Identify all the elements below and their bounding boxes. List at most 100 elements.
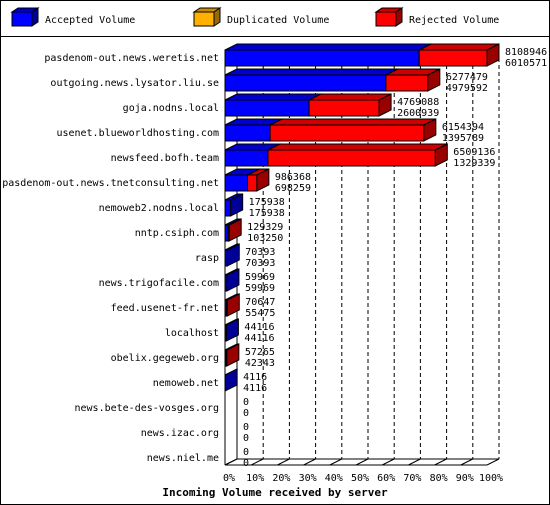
- accepted-label: 70393: [245, 258, 275, 269]
- tick-mark: [224, 458, 238, 466]
- bar-side: [228, 218, 242, 242]
- tick-mark: [434, 458, 447, 466]
- bar-segment: [224, 93, 322, 117]
- x-tick-label: 20%: [272, 473, 290, 484]
- bar-side: [486, 43, 500, 67]
- x-tick-label: 10%: [246, 473, 264, 484]
- x-tick-label: 40%: [325, 473, 343, 484]
- bar-segment: [224, 68, 399, 92]
- category-label: outgoing.news.lysator.liu.se: [50, 78, 219, 89]
- bar-front: [224, 199, 232, 217]
- bar-segment: [224, 193, 244, 217]
- bar-front: [224, 74, 387, 92]
- tick-mark: [303, 458, 316, 466]
- bar-side: [427, 68, 441, 92]
- bar-top: [224, 43, 432, 51]
- bar-side: [256, 168, 270, 192]
- x-tick-label: 80%: [430, 473, 448, 484]
- bar-front: [267, 149, 436, 167]
- category-label: news.niel.me: [147, 453, 219, 464]
- accepted-label: 4116: [243, 383, 267, 394]
- accepted-label: 6010571: [505, 58, 547, 69]
- x-tick-label: 60%: [377, 473, 395, 484]
- bar-segment: [224, 43, 432, 67]
- bar-top: [224, 68, 399, 76]
- total-label: 0: [243, 422, 249, 433]
- bar-top: [224, 93, 322, 101]
- category-label: obelix.gegeweb.org: [111, 353, 219, 364]
- total-label: 0: [243, 447, 249, 458]
- bar-segment: [224, 243, 240, 267]
- category-label: feed.usenet-fr.net: [111, 303, 219, 314]
- tick-mark: [329, 458, 343, 466]
- total-label: 57265: [245, 347, 275, 358]
- category-label: pasdenom-out.news.weretis.net: [44, 53, 219, 64]
- bar-side: [378, 93, 392, 117]
- tick-mark: [277, 458, 290, 466]
- x-tick-label: 0%: [223, 473, 235, 484]
- bar-side: [225, 318, 239, 342]
- bar-front: [308, 99, 380, 117]
- total-label: 175938: [249, 197, 285, 208]
- category-label: localhost: [165, 328, 219, 339]
- accepted-label: 0: [243, 408, 249, 419]
- legend-label: Accepted Volume: [45, 15, 135, 26]
- bar-segment: [224, 318, 239, 342]
- total-label: 4116: [243, 372, 267, 383]
- bar-segment: [225, 343, 240, 367]
- bar-top: [269, 118, 437, 126]
- category-label: nemoweb2.nodns.local: [99, 203, 219, 214]
- x-tick-label: 70%: [403, 473, 421, 484]
- legend-swatch: [193, 11, 215, 27]
- bar-side: [230, 193, 244, 217]
- legend-label: Duplicated Volume: [227, 15, 329, 26]
- bar-front: [224, 49, 420, 67]
- tick-mark: [381, 458, 395, 466]
- tick-mark: [250, 458, 264, 466]
- bar-front: [418, 49, 488, 67]
- bar-top: [418, 43, 500, 51]
- accepted-label: 0: [243, 433, 249, 444]
- total-label: 44116: [244, 322, 274, 333]
- total-label: 59969: [245, 272, 275, 283]
- accepted-label: 0: [243, 458, 249, 469]
- bar-segment: [226, 293, 240, 317]
- bar-top: [267, 143, 448, 151]
- accepted-label: 42343: [245, 358, 275, 369]
- accepted-label: 1329339: [453, 158, 495, 169]
- category-label: usenet.blueworldhosting.com: [56, 128, 219, 139]
- x-tick-label: 90%: [456, 473, 474, 484]
- bar-segment: [269, 118, 437, 142]
- category-label: goja.nodns.local: [123, 103, 219, 114]
- category-label: news.bete-des-vosges.org: [75, 403, 220, 414]
- total-label: 6154394: [442, 122, 484, 133]
- bar-front: [385, 74, 429, 92]
- legend-swatch-side: [213, 7, 221, 27]
- total-label: 70647: [245, 297, 275, 308]
- accepted-label: 698259: [275, 183, 311, 194]
- bar-side: [434, 143, 448, 167]
- total-label: 129329: [247, 222, 283, 233]
- total-label: 6509136: [453, 147, 495, 158]
- category-label: pasdenom-out.news.tnetconsulting.net: [2, 178, 219, 189]
- total-label: 986368: [275, 172, 311, 183]
- accepted-label: 4979592: [446, 83, 488, 94]
- chart-title: Incoming Volume received by server: [162, 486, 388, 499]
- bar-side: [423, 118, 437, 142]
- accepted-label: 103250: [247, 233, 283, 244]
- accepted-label: 1395789: [442, 133, 484, 144]
- category-label: news.izac.org: [141, 428, 219, 439]
- category-label: news.trigofacile.com: [99, 278, 219, 289]
- bar-segment: [308, 93, 392, 117]
- category-label: rasp: [195, 253, 219, 264]
- accepted-label: 44116: [244, 333, 274, 344]
- category-label: nemoweb.net: [153, 378, 219, 389]
- total-label: 8108946: [505, 47, 547, 58]
- bar-front: [224, 174, 249, 192]
- bar-segment: [267, 143, 448, 167]
- bar-segment: [227, 218, 242, 242]
- legend-swatch: [11, 11, 33, 27]
- bar-segment: [418, 43, 500, 67]
- tick-mark: [460, 458, 474, 466]
